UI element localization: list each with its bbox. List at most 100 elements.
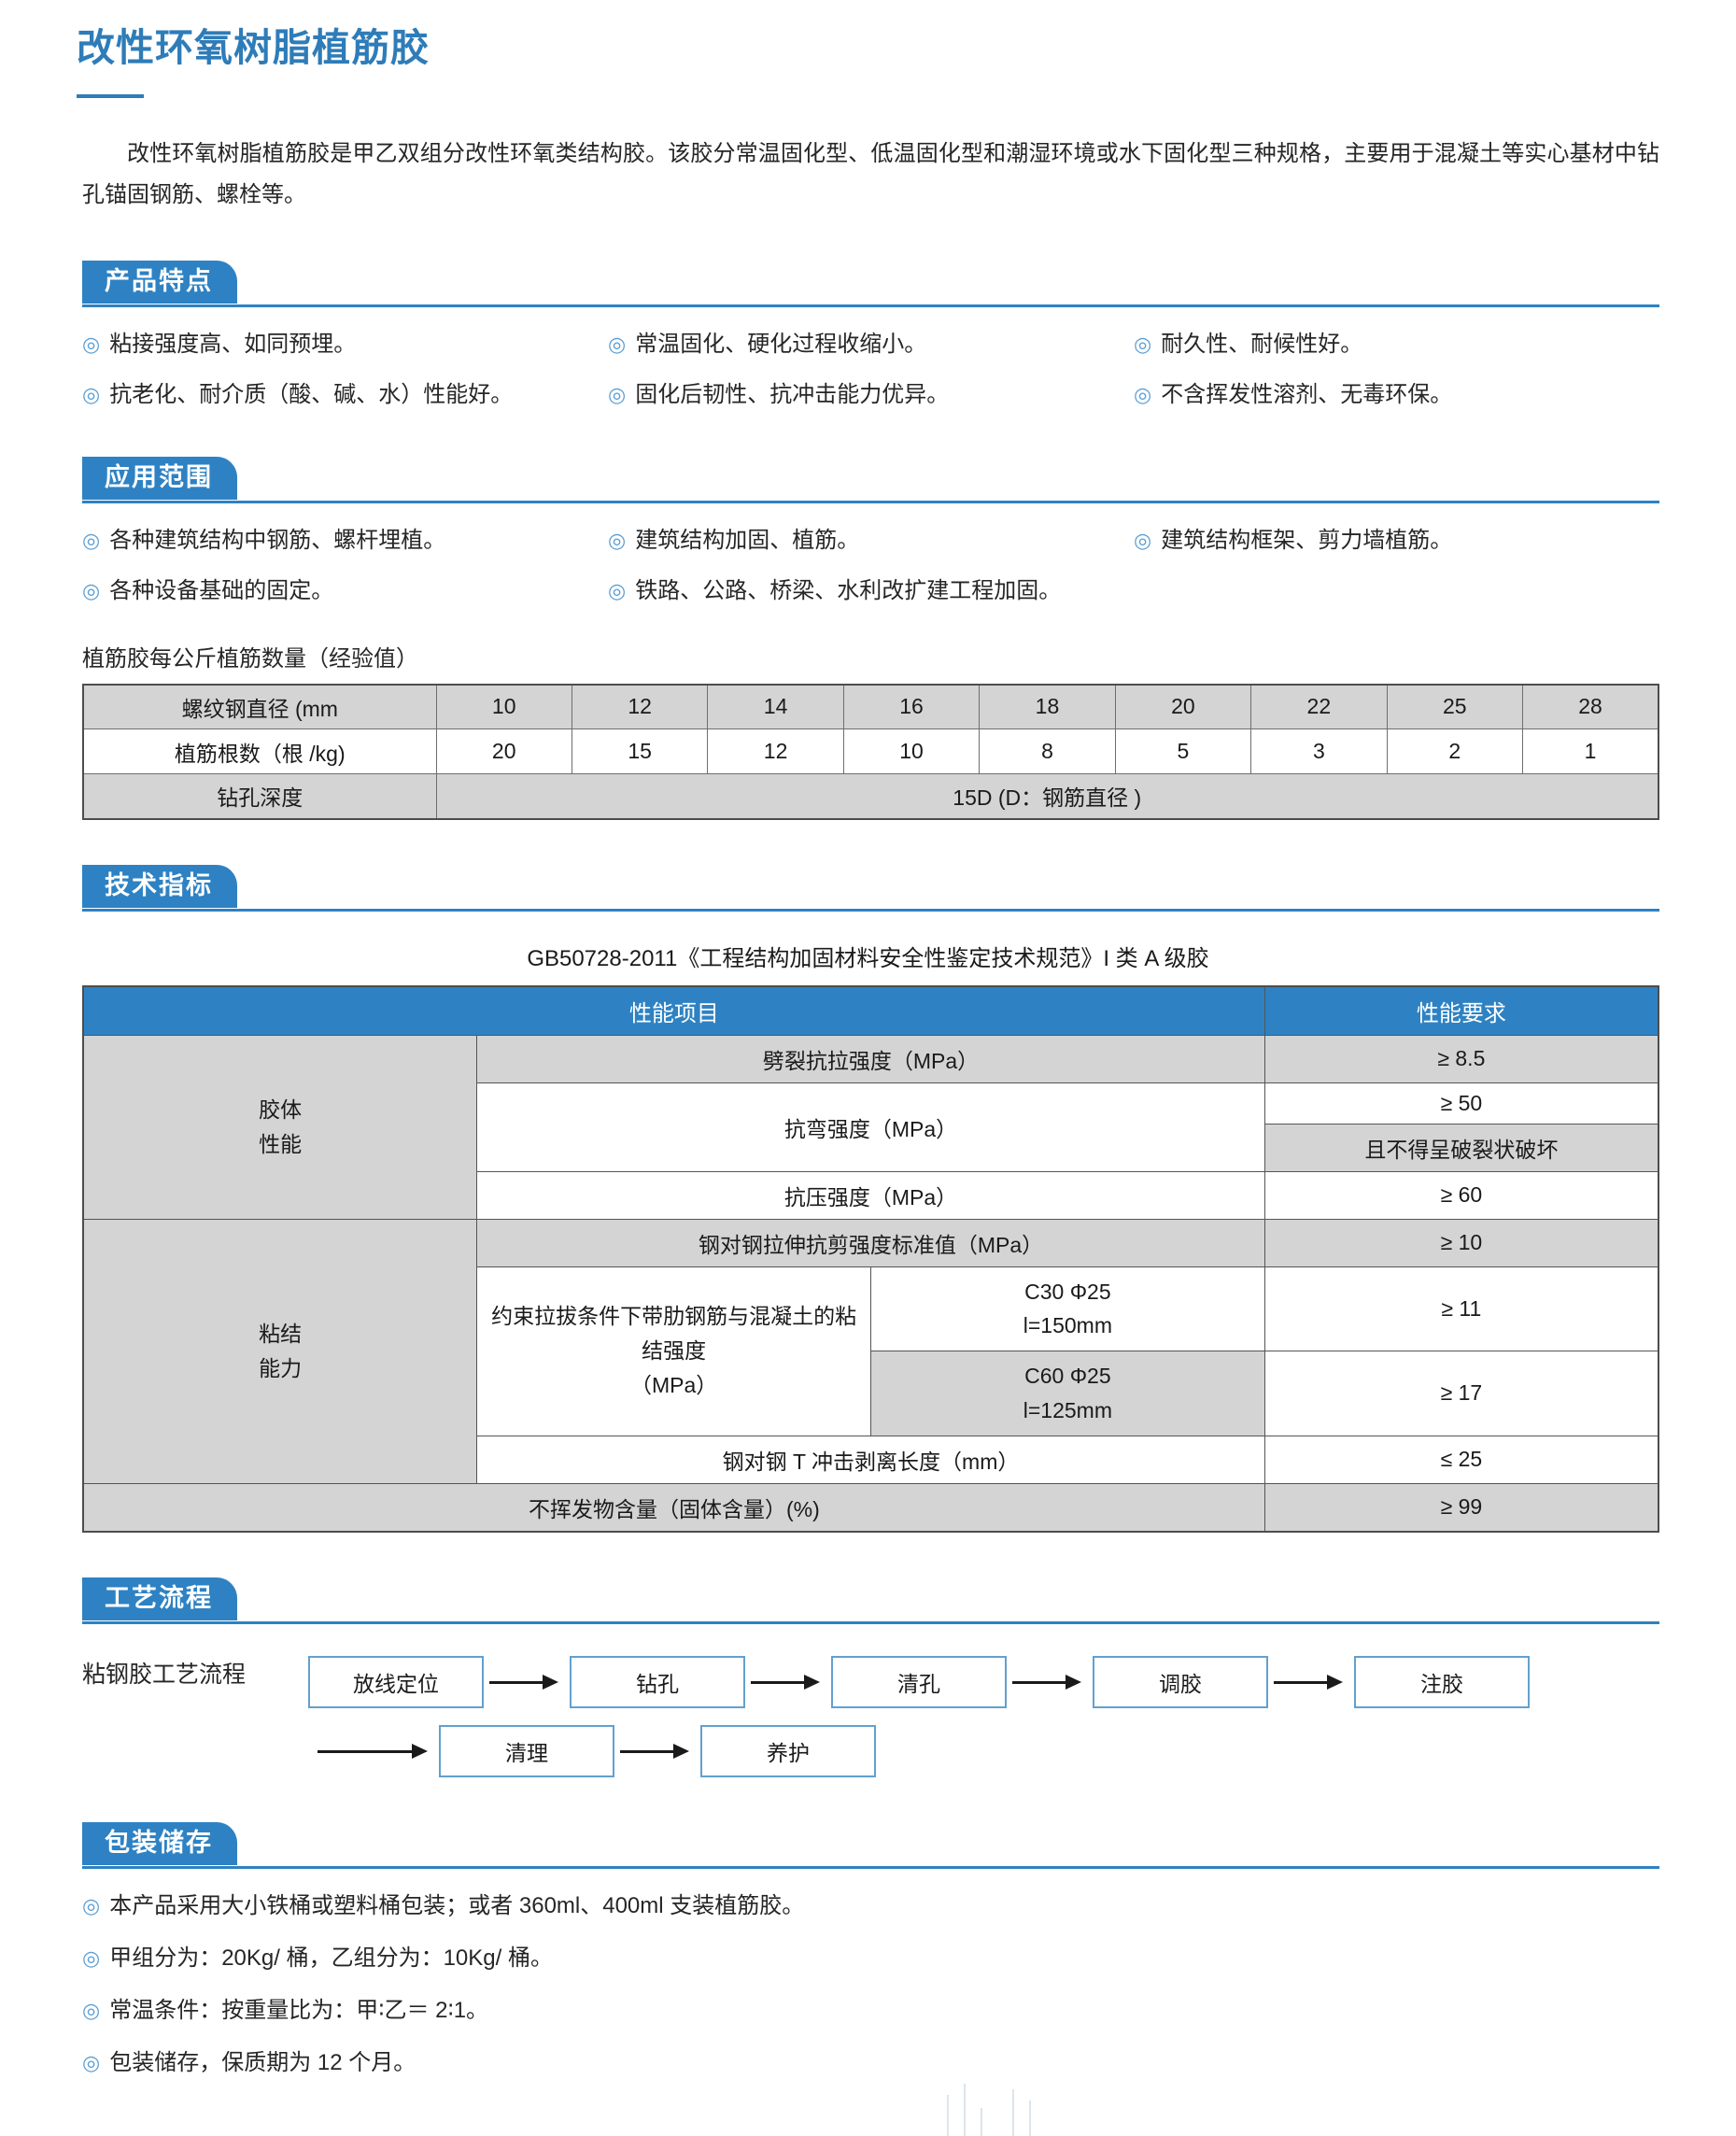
list-item-empty bbox=[1134, 574, 1659, 608]
list-item: ◎ 建筑结构加固、植筋。 bbox=[608, 524, 1134, 558]
table-row: 钢对钢 T 冲击剥离长度（mm） ≤ 25 bbox=[83, 1435, 1659, 1484]
table-cell: 12 bbox=[571, 684, 709, 730]
arrow-right-icon bbox=[484, 1674, 570, 1690]
arrow-right-icon bbox=[1268, 1674, 1354, 1690]
table-cell: 20 bbox=[1114, 684, 1252, 730]
flow-step-box: 清孔 bbox=[831, 1655, 1007, 1708]
title-block: 改性环氧树脂植筋胶 bbox=[0, 0, 1736, 99]
flow-step-box: 养护 bbox=[700, 1724, 876, 1777]
table-cell: 25 bbox=[1386, 684, 1524, 730]
standard-reference-note: GB50728-2011《工程结构加固材料安全性鉴定技术规范》I 类 A 级胶 bbox=[527, 945, 1209, 971]
list-item: ◎ 常温固化、硬化过程收缩小。 bbox=[608, 328, 1134, 361]
section-badge-process: 工艺流程 bbox=[82, 1577, 237, 1620]
list-item: ◎ 固化后韧性、抗冲击能力优异。 bbox=[608, 378, 1134, 412]
category-line-2: 性能 bbox=[259, 1131, 303, 1156]
metric-pullout-line-2: （MPa） bbox=[629, 1373, 718, 1398]
packaging-list: ◎ 本产品采用大小铁桶或塑料桶包装；或者 360ml、400ml 支装植筋胶。 … bbox=[82, 1889, 1659, 2080]
circle-bullet-icon: ◎ bbox=[82, 382, 101, 406]
section-rule bbox=[82, 304, 1659, 307]
circle-bullet-icon: ◎ bbox=[608, 528, 627, 552]
table-cell: 14 bbox=[707, 684, 844, 730]
table-cell: 10 bbox=[435, 684, 572, 730]
flow-step-box: 钻孔 bbox=[570, 1655, 745, 1708]
table-cell: 1 bbox=[1522, 729, 1659, 775]
list-item-label: 固化后韧性、抗冲击能力优异。 bbox=[635, 381, 950, 407]
list-item-label: 常温固化、硬化过程收缩小。 bbox=[635, 331, 927, 357]
list-item: ◎ 粘接强度高、如同预埋。 bbox=[82, 328, 608, 361]
arrow-right-icon bbox=[745, 1674, 831, 1690]
value-flexural-1: ≥ 50 bbox=[1263, 1082, 1659, 1125]
circle-bullet-icon: ◎ bbox=[82, 1893, 101, 1917]
table-row: 螺纹钢直径 (mm 10 12 14 16 18 20 22 25 28 bbox=[82, 684, 1659, 730]
row-label: 螺纹钢直径 (mm bbox=[82, 684, 437, 730]
spec-line-1: C30 Φ25 bbox=[1024, 1279, 1111, 1304]
table-row: 抗弯强度（MPa） ≥ 50 bbox=[83, 1082, 1659, 1172]
section-header-features: 产品特点 bbox=[82, 260, 1659, 307]
list-item: ◎ 耐久性、耐候性好。 bbox=[1134, 328, 1659, 361]
table-row: 抗压强度（MPa） ≥ 60 bbox=[83, 1170, 1659, 1220]
list-item: ◎ 各种建筑结构中钢筋、螺杆埋植。 bbox=[82, 524, 608, 558]
category-glue-performance: 胶体 性能 bbox=[82, 1034, 478, 1220]
list-item-label: 抗老化、耐介质（酸、碱、水）性能好。 bbox=[109, 381, 514, 407]
table-cell: 20 bbox=[435, 729, 572, 775]
column-header-item: 性能项目 bbox=[82, 985, 1265, 1036]
spec-pullout-c30: C30 Φ25 l=150mm bbox=[870, 1266, 1265, 1352]
table-cell: 5 bbox=[1114, 729, 1252, 775]
category-line-1: 粘结 bbox=[259, 1321, 303, 1346]
section-rule bbox=[82, 908, 1659, 912]
value-compressive: ≥ 60 bbox=[1263, 1170, 1659, 1220]
value-steel-shear: ≥ 10 bbox=[1263, 1218, 1659, 1267]
metric-t-peel: 钢对钢 T 冲击剥离长度（mm） bbox=[476, 1435, 1265, 1484]
row-label: 植筋根数（根 /kg) bbox=[82, 729, 437, 775]
list-item-label: 常温条件：按重量比为：甲∶乙＝ 2∶1。 bbox=[109, 1997, 489, 2023]
list-item: ◎ 建筑结构框架、剪力墙植筋。 bbox=[1134, 524, 1659, 558]
table-cell: 10 bbox=[842, 729, 981, 775]
section-rule bbox=[82, 1865, 1659, 1869]
circle-bullet-icon: ◎ bbox=[608, 382, 627, 406]
circle-bullet-icon: ◎ bbox=[82, 332, 101, 356]
rebar-table-caption: 植筋胶每公斤植筋数量（经验值） bbox=[82, 645, 418, 672]
spec-line-2: l=125mm bbox=[1023, 1397, 1112, 1422]
list-item-label: 铁路、公路、桥梁、水利改扩建工程加固。 bbox=[635, 577, 1062, 603]
metric-nonvolatile: 不挥发物含量（固体含量）(%) bbox=[82, 1482, 1265, 1533]
table-header-row: 性能项目 性能要求 bbox=[82, 985, 1659, 1036]
list-item: ◎ 抗老化、耐介质（酸、碱、水）性能好。 bbox=[82, 378, 608, 412]
process-flow-title: 粘钢胶工艺流程 bbox=[82, 1661, 247, 1688]
flow-row-2: 清理 养护 bbox=[308, 1724, 1736, 1777]
circle-bullet-icon: ◎ bbox=[608, 578, 627, 602]
title-underline bbox=[77, 94, 144, 99]
section-rule bbox=[82, 500, 1659, 503]
category-line-2: 能力 bbox=[259, 1355, 303, 1380]
flow-step-box: 注胶 bbox=[1354, 1655, 1530, 1708]
value-pullout-c30: ≥ 11 bbox=[1263, 1266, 1659, 1352]
table-cell: 8 bbox=[979, 729, 1116, 775]
list-item-label: 本产品采用大小铁桶或塑料桶包装；或者 360ml、400ml 支装植筋胶。 bbox=[109, 1892, 805, 1918]
list-item: ◎ 各种设备基础的固定。 bbox=[82, 574, 608, 608]
flow-step-box: 放线定位 bbox=[308, 1655, 484, 1708]
list-item: ◎ 铁路、公路、桥梁、水利改扩建工程加固。 bbox=[608, 574, 1134, 608]
arrow-right-icon bbox=[318, 1743, 439, 1759]
application-list: ◎ 各种建筑结构中钢筋、螺杆埋植。 ◎ 建筑结构加固、植筋。 ◎ 建筑结构框架、… bbox=[82, 524, 1659, 608]
spec-pullout-c60: C60 Φ25 l=125mm bbox=[870, 1351, 1265, 1436]
section-badge-application: 应用范围 bbox=[82, 456, 237, 500]
technical-specification-table: 性能项目 性能要求 胶体 性能 劈裂抗拉强度（MPa） ≥ 8.5 抗弯强度（M… bbox=[82, 984, 1659, 1533]
table-row: 胶体 性能 劈裂抗拉强度（MPa） ≥ 8.5 bbox=[82, 1034, 1659, 1220]
arrow-right-icon bbox=[1007, 1674, 1093, 1690]
list-item: ◎ 不含挥发性溶剂、无毒环保。 bbox=[1134, 378, 1659, 412]
table-cell: 15D (D：钢筋直径 ) bbox=[435, 773, 1659, 820]
flow-step-box: 调胶 bbox=[1093, 1655, 1268, 1708]
intro-paragraph: 改性环氧树脂植筋胶是甲乙双组分改性环氧类结构胶。该胶分常温固化型、低温固化型和潮… bbox=[82, 141, 1659, 207]
table-row: 不挥发物含量（固体含量）(%) ≥ 99 bbox=[82, 1482, 1659, 1533]
flow-row-1: 放线定位 钻孔 清孔 调胶 注胶 bbox=[308, 1655, 1736, 1708]
section-badge-features: 产品特点 bbox=[82, 260, 237, 304]
section-header-tech: 技术指标 bbox=[82, 864, 1659, 912]
value-nonvolatile: ≥ 99 bbox=[1263, 1482, 1659, 1533]
list-item: ◎ 甲组分为：20Kg/ 桶，乙组分为：10Kg/ 桶。 bbox=[82, 1942, 1659, 1975]
table-row: C60 Φ25 l=125mm ≥ 17 bbox=[83, 1351, 1659, 1436]
section-badge-packaging: 包装储存 bbox=[82, 1821, 237, 1865]
circle-bullet-icon: ◎ bbox=[82, 1945, 101, 1970]
table-cell: 15 bbox=[571, 729, 709, 775]
category-bond-capability: 粘结 能力 bbox=[82, 1218, 478, 1484]
arrow-right-icon bbox=[614, 1743, 700, 1759]
table-cell: 12 bbox=[707, 729, 844, 775]
